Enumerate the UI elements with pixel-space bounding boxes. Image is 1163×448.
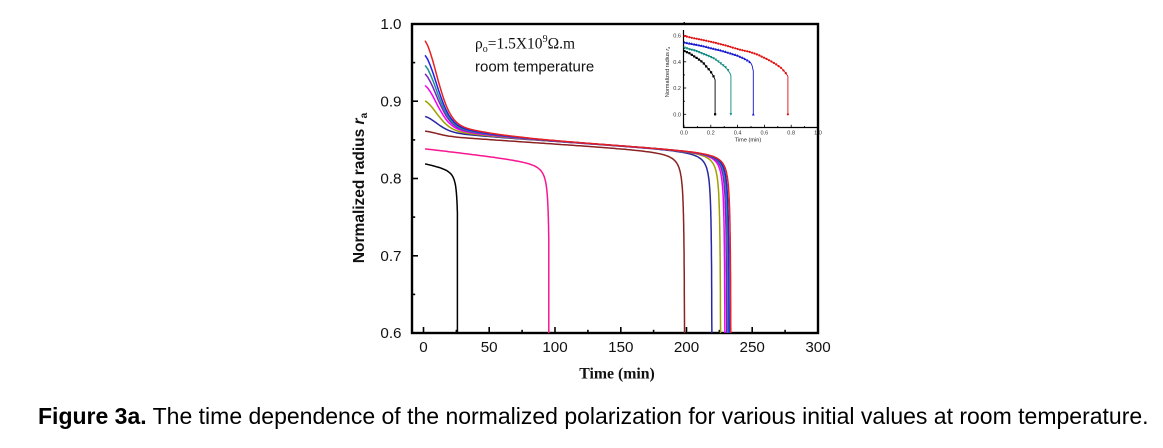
svg-text:0.0: 0.0 <box>680 131 688 137</box>
svg-text:0.4: 0.4 <box>734 131 742 137</box>
svg-text:1.0: 1.0 <box>814 131 822 137</box>
svg-text:0.9: 0.9 <box>380 93 401 110</box>
svg-text:room temperature: room temperature <box>475 59 594 76</box>
svg-text:0.8: 0.8 <box>787 131 795 137</box>
svg-text:0.8: 0.8 <box>380 171 401 188</box>
svg-text:50: 50 <box>481 339 498 356</box>
svg-text:1.0: 1.0 <box>380 16 401 33</box>
svg-text:300: 300 <box>805 339 830 356</box>
svg-text:Normalized radius ra: Normalized radius ra <box>351 112 370 263</box>
svg-text:100: 100 <box>542 339 567 356</box>
svg-text:Normalized radius ra: Normalized radius ra <box>665 47 671 98</box>
svg-text:0.6: 0.6 <box>673 34 681 40</box>
svg-text:0.2: 0.2 <box>707 131 715 137</box>
svg-text:0.6: 0.6 <box>761 131 769 137</box>
svg-text:200: 200 <box>674 339 699 356</box>
svg-text:150: 150 <box>608 339 633 356</box>
svg-text:0.7: 0.7 <box>380 248 401 265</box>
svg-text:0.0: 0.0 <box>673 112 681 118</box>
svg-text:250: 250 <box>740 339 765 356</box>
svg-text:Figure 3a. The time dependence: Figure 3a. The time dependence of the no… <box>38 403 1149 429</box>
svg-text:Time (min): Time (min) <box>579 366 655 383</box>
svg-text:0.2: 0.2 <box>673 86 681 92</box>
svg-text:0.6: 0.6 <box>380 325 401 342</box>
svg-text:Time (min): Time (min) <box>735 138 762 144</box>
svg-text:0: 0 <box>419 339 427 356</box>
svg-text:ρo=1.5X109Ω.m: ρo=1.5X109Ω.m <box>475 34 575 55</box>
svg-text:0.4: 0.4 <box>673 60 681 66</box>
